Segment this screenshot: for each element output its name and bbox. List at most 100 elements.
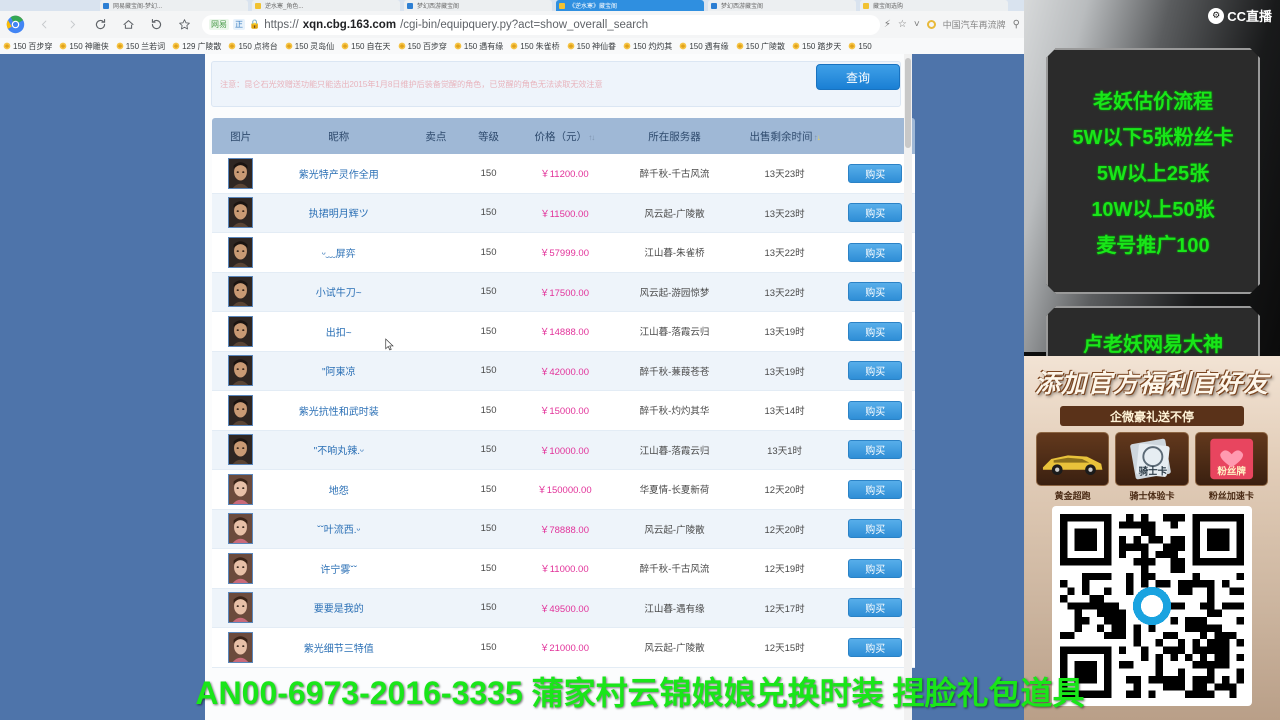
buy-button[interactable]: 购买: [848, 361, 903, 381]
address-bar[interactable]: 网易 正 🔒 https://xqn.cbg.163.com/cgi-bin/e…: [202, 14, 880, 35]
avatar[interactable]: [228, 197, 254, 229]
row-nickname[interactable]: 小试牛刀~: [315, 288, 362, 300]
search-icon[interactable]: ⚲: [1012, 19, 1020, 30]
avatar[interactable]: [228, 157, 254, 189]
avatar[interactable]: [228, 631, 254, 663]
table-row[interactable]: 出扣~ 150 ￥14888.00 江山暮-落霞云归 13天19时 购买: [212, 312, 915, 352]
row-nickname[interactable]: 出扣~: [325, 327, 352, 339]
avatar[interactable]: [228, 552, 254, 584]
bookmark-item[interactable]: 150 神仙眷: [567, 41, 616, 52]
table-row[interactable]: 小试牛刀~ 150 ￥17500.00 风云起-游园惊梦 13天22时 购买: [212, 272, 915, 312]
avatar[interactable]: [228, 513, 254, 545]
avatar[interactable]: [228, 315, 254, 347]
table-row[interactable]: 执捃明月辉ツ 150 ￥11500.00 风云起-广陵散 13天23时 购买: [212, 193, 915, 233]
column-header-server: 所在服务器: [615, 129, 733, 144]
column-header-price[interactable]: 价格（元） ↑↓: [514, 129, 616, 144]
tab-favicon: [407, 2, 413, 9]
avatar[interactable]: [228, 355, 254, 387]
browser-tab[interactable]: 网易藏宝阁-梦幻...: [100, 0, 248, 11]
row-nickname[interactable]: "阿柬凉: [321, 367, 356, 379]
buy-button[interactable]: 购买: [848, 282, 903, 302]
table-row[interactable]: 许宁雾ˇˇ 150 ￥11000.00 醉千秋-千古风流 12天19时 购买: [212, 549, 915, 589]
bookmark-label: 兰若词: [141, 41, 166, 51]
scrollbar-thumb[interactable]: [905, 58, 911, 148]
gift-list: 黄金超跑 骑士卡 骑士体验卡 粉丝牌 粉丝加速卡: [1036, 432, 1268, 502]
row-nickname[interactable]: 要要是我的: [313, 604, 364, 616]
bookmark-item[interactable]: 150 灵岛仙: [285, 41, 334, 52]
table-row[interactable]: "阿柬凉 150 ￥42000.00 醉千秋-蒹葭苍苍 13天19时 购买: [212, 351, 915, 391]
history-icon[interactable]: [142, 11, 170, 38]
search-button[interactable]: 查询: [816, 64, 900, 90]
avatar[interactable]: [228, 434, 254, 466]
row-nickname[interactable]: ˇˇ叶流西.ᵕ: [317, 525, 361, 537]
extension-icon[interactable]: ⚡: [883, 19, 891, 30]
avatar[interactable]: [228, 276, 254, 308]
avatar[interactable]: [228, 236, 254, 268]
home-icon[interactable]: [114, 11, 142, 38]
tab-label: 藏宝阁选购: [873, 4, 904, 10]
buy-button[interactable]: 购买: [848, 203, 903, 223]
table-row[interactable]: 紫光抗性和武时装 150 ￥15000.00 醉千秋-灼灼其华 13天14时 购买: [212, 391, 915, 431]
bookmark-item[interactable]: 150 自在天: [341, 41, 391, 52]
row-nickname[interactable]: 地怨: [328, 485, 349, 497]
table-row[interactable]: 紫光特产灵作全用 150 ￥11200.00 醉千秋-千古风流 13天23时 购买: [212, 154, 915, 194]
buy-button[interactable]: 购买: [848, 440, 903, 460]
buy-button[interactable]: 购买: [848, 637, 903, 657]
row-nickname[interactable]: 紫光抗性和武时装: [298, 406, 379, 418]
column-header-time[interactable]: 出售剩余时间 ↑↓: [734, 129, 836, 144]
buy-button[interactable]: 购买: [848, 598, 903, 618]
buy-button[interactable]: 购买: [848, 479, 903, 499]
reload-icon[interactable]: [86, 11, 114, 38]
row-nickname[interactable]: ᵕ﹏屏弈: [321, 248, 356, 260]
bookmark-item[interactable]: 150 点将台: [228, 41, 278, 52]
browser-tab[interactable]: 《逆水寒》藏宝阁: [556, 0, 704, 11]
bookmark-item[interactable]: 150 遇有缘: [679, 41, 729, 52]
back-arrow-icon[interactable]: [30, 11, 58, 38]
page-scrollbar[interactable]: [904, 54, 912, 720]
browser-tab[interactable]: 梦幻西游藏宝阁: [404, 0, 552, 11]
avatar[interactable]: [228, 592, 254, 624]
buy-button[interactable]: 购买: [848, 558, 903, 578]
table-row[interactable]: 地怨 150 ￥150000.00 华夏情-长夏新荷 12天20时 购买: [212, 470, 915, 510]
bookmark-favicon-icon: [454, 42, 462, 50]
bookmark-item[interactable]: 150 百步穿: [3, 41, 52, 52]
table-row[interactable]: "不响丸辣.ᵕ 150 ￥10000.00 江山暮-落霞云归 13天1时 购买: [212, 430, 915, 470]
table-row[interactable]: 紫光细节三特值 150 ￥21000.00 风云起-广陵散 12天15时 购买: [212, 628, 915, 668]
bookmark-item[interactable]: 150 广陵散: [736, 41, 785, 52]
bookmark-item[interactable]: 150 兰若词: [116, 41, 165, 52]
star-outline-icon[interactable]: ☆: [897, 19, 907, 30]
sort-toggle-icon[interactable]: ↑↓: [812, 132, 821, 142]
bookmark-item[interactable]: 150 遇有缘: [454, 41, 503, 52]
table-row[interactable]: 要要是我的 150 ￥49500.00 江山暮-遇有缘 12天17时 购买: [212, 588, 915, 628]
table-row[interactable]: ᵕ﹏屏弈 150 ￥57999.00 江山暮-朱雀桥 13天22时 购买: [212, 233, 915, 273]
row-nickname[interactable]: 执捃明月辉ツ: [308, 209, 369, 221]
chevron-down-icon[interactable]: ˅: [913, 19, 920, 30]
bookmark-item[interactable]: 129 广陵散: [172, 41, 221, 52]
bookmark-item[interactable]: 150 百步穿: [398, 41, 447, 52]
forward-arrow-icon[interactable]: [58, 11, 86, 38]
profile-avatar[interactable]: [926, 20, 936, 29]
buy-button[interactable]: 购买: [848, 163, 903, 183]
bookmark-item[interactable]: 150 朱雀桥: [510, 41, 560, 52]
avatar[interactable]: [228, 394, 254, 426]
row-nickname[interactable]: 紫光特产灵作全用: [298, 169, 379, 181]
browser-tab[interactable]: 藏宝阁选购: [860, 0, 1008, 11]
avatar[interactable]: [228, 473, 254, 505]
buy-button[interactable]: 购买: [848, 519, 903, 539]
buy-button[interactable]: 购买: [848, 400, 903, 420]
buy-button[interactable]: 购买: [848, 321, 903, 341]
row-nickname[interactable]: 紫光细节三特值: [303, 643, 374, 655]
sort-toggle-icon[interactable]: ↑↓: [587, 132, 595, 142]
tab-label: 梦幻西游藏宝阁: [417, 4, 460, 10]
table-row[interactable]: ˇˇ叶流西.ᵕ 150 ￥78888.00 风云起-广陵散 12天20时 购买: [212, 509, 915, 549]
buy-button[interactable]: 购买: [848, 242, 903, 262]
bookmark-item[interactable]: 150 神雕侠: [59, 41, 109, 52]
bookmark-item[interactable]: 150 踏步天: [792, 41, 841, 52]
bookmark-item[interactable]: 150 灼灼其: [623, 41, 672, 52]
row-nickname[interactable]: "不响丸辣.ᵕ: [313, 446, 364, 458]
browser-tab[interactable]: 逆水寒_角色...: [252, 0, 400, 11]
row-nickname[interactable]: 许宁雾ˇˇ: [320, 564, 358, 576]
star-icon[interactable]: [170, 11, 198, 38]
browser-tab[interactable]: 梦幻西游藏宝阁: [708, 0, 856, 11]
bookmark-item[interactable]: 150: [848, 42, 873, 51]
